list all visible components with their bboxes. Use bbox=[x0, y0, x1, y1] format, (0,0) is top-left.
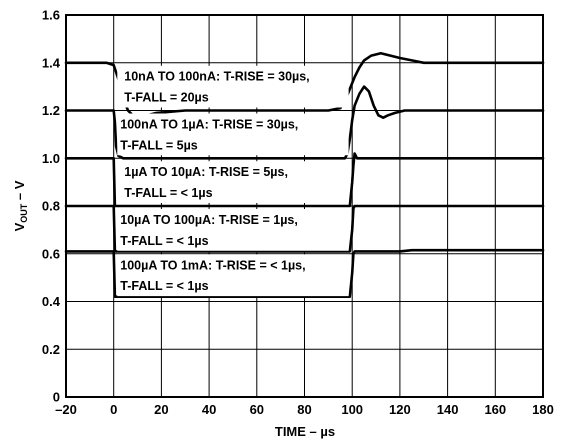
series-line-3 bbox=[64, 152, 545, 208]
annotation-background bbox=[117, 113, 349, 156]
annotation-background bbox=[117, 161, 349, 203]
x-tick-label: 80 bbox=[297, 402, 311, 417]
annotation-2: 100nA TO 1µA: T-RISE = 30µs, T-FALL = 5µs bbox=[117, 113, 349, 156]
annotation-3: 1µA TO 10µA: T-RISE = 5µs, T-FALL = < 1µs bbox=[117, 161, 349, 203]
annotation-line-1: 1µA TO 10µA: T-RISE = 5µs, bbox=[124, 165, 288, 179]
annotation-line-2: T-FALL = < 1µs bbox=[120, 234, 208, 248]
annotation-line-2: T-FALL = < 1µs bbox=[124, 186, 212, 200]
x-tick-label: 140 bbox=[437, 402, 459, 417]
annotation-1: 10nA TO 100nA: T-RISE = 30µs, T-FALL = 20… bbox=[117, 65, 349, 108]
y-tick-label: 0.2 bbox=[42, 342, 60, 357]
x-tick-label: 160 bbox=[484, 402, 506, 417]
x-tick-label: –20 bbox=[55, 402, 77, 417]
y-tick-label: 0.8 bbox=[42, 199, 60, 214]
x-tick-label: 60 bbox=[250, 402, 264, 417]
y-axis-label-unit: – V bbox=[12, 180, 27, 203]
x-axis-label: TIME – µs bbox=[275, 424, 335, 439]
y-tick-label: 1.4 bbox=[42, 55, 61, 70]
annotation-background bbox=[117, 65, 349, 108]
x-tick-label: 120 bbox=[389, 402, 411, 417]
series-line-5 bbox=[64, 248, 545, 298]
tick-labels: –20 0 20 40 60 80 100 120 140 160 18000.20.40.60.8… bbox=[42, 8, 554, 418]
annotation-line-1: 100µA TO 1mA: T-RISE = < 1µs, bbox=[120, 258, 305, 272]
annotation-line-1: 100nA TO 1µA: T-RISE = 30µs, bbox=[120, 117, 298, 131]
x-tick-label: 180 bbox=[532, 402, 554, 417]
y-tick-label: 1.6 bbox=[42, 8, 60, 23]
y-axis-label: VOUT – V bbox=[12, 180, 29, 231]
series-line-4 bbox=[64, 204, 545, 253]
annotation-line-2: T-FALL = 5µs bbox=[120, 138, 198, 152]
y-tick-label: 0 bbox=[53, 390, 60, 405]
y-tick-label: 1.2 bbox=[42, 103, 60, 118]
annotation-5: 100µA TO 1mA: T-RISE = < 1µs, T-FALL = < … bbox=[117, 254, 349, 297]
x-tick-label: 40 bbox=[202, 402, 216, 417]
y-axis-label-subscript: OUT bbox=[19, 203, 29, 223]
x-tick-label: 100 bbox=[341, 402, 363, 417]
annotation-background bbox=[117, 254, 349, 297]
plot-frame bbox=[65, 14, 544, 398]
y-tick-label: 0.6 bbox=[42, 246, 60, 261]
y-axis-label-main: V bbox=[12, 222, 27, 231]
x-tick-label: 20 bbox=[154, 402, 168, 417]
y-tick-label: 0.4 bbox=[42, 294, 61, 309]
annotation-line-2: T-FALL = 20µs bbox=[124, 91, 208, 105]
annotation-line-2: T-FALL = < 1µs bbox=[120, 279, 208, 293]
y-tick-label: 1.0 bbox=[42, 151, 60, 166]
annotation-background bbox=[117, 209, 349, 251]
annotation-line-1: 10µA TO 100µA: T-RISE = 1µs, bbox=[120, 213, 298, 227]
annotation-line-1: 10nA TO 100nA: T-RISE = 30µs, bbox=[124, 70, 309, 84]
annotation-4: 10µA TO 100µA: T-RISE = 1µs, T-FALL = < 1… bbox=[117, 209, 349, 251]
annotations: 10nA TO 100nA: T-RISE = 30µs, T-FALL = 20… bbox=[117, 65, 349, 297]
x-tick-label: 0 bbox=[110, 402, 117, 417]
